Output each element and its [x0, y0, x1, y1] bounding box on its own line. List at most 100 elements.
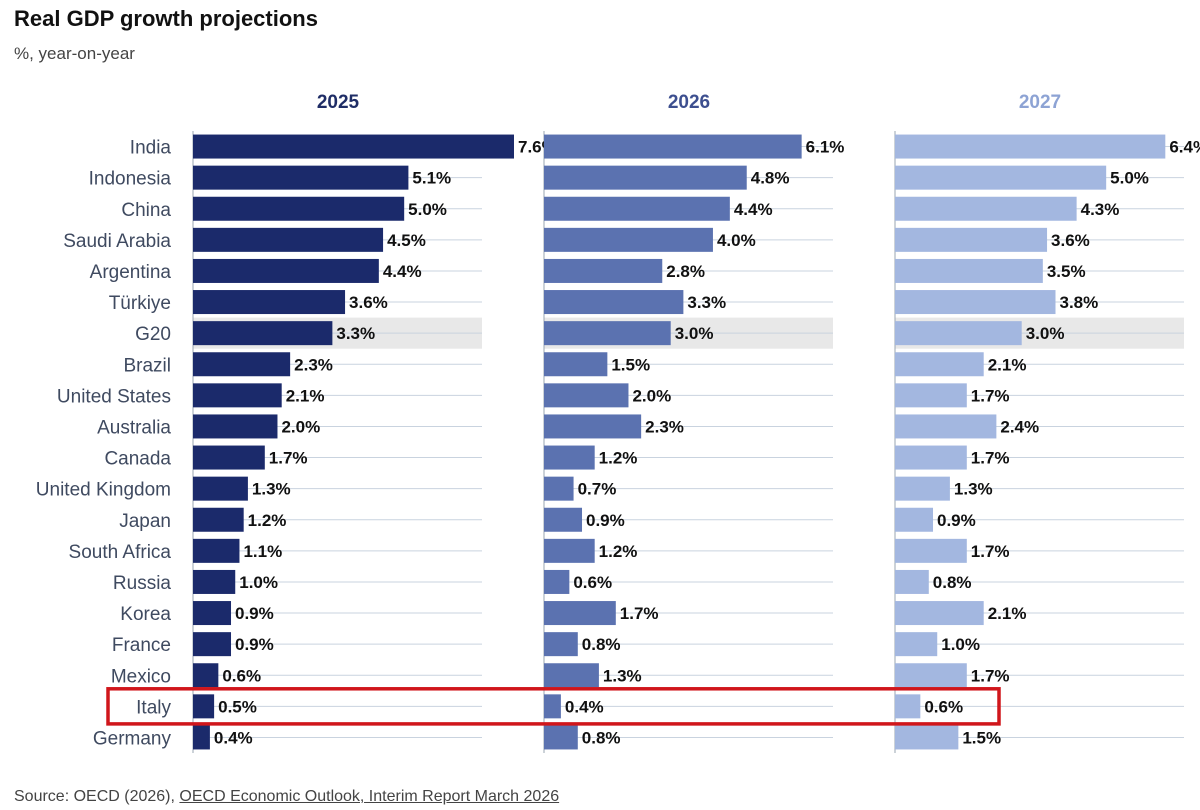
category-label: India — [130, 138, 172, 159]
bar — [544, 290, 684, 315]
value-label: 1.7% — [971, 542, 1010, 561]
category-label: Canada — [104, 449, 171, 470]
value-label: 4.0% — [717, 231, 756, 250]
value-label: 4.4% — [734, 200, 773, 219]
bar — [895, 290, 1056, 315]
value-label: 1.7% — [971, 386, 1010, 405]
value-label: 1.0% — [941, 635, 980, 654]
value-label: 2.0% — [632, 386, 671, 405]
value-label: 1.7% — [971, 449, 1010, 468]
bar — [895, 196, 1077, 221]
category-label: Italy — [136, 697, 171, 718]
value-label: 2.1% — [988, 604, 1027, 623]
value-label: 2.3% — [294, 355, 333, 374]
value-label: 3.0% — [675, 324, 714, 343]
value-label: 0.6% — [924, 697, 963, 716]
bar — [193, 601, 232, 626]
category-label: Indonesia — [89, 169, 172, 190]
value-label: 3.3% — [336, 324, 375, 343]
bar — [193, 632, 232, 657]
bar — [193, 694, 215, 719]
source-note: Source: OECD (2026), OECD Economic Outlo… — [14, 788, 559, 806]
value-label: 2.3% — [645, 417, 684, 436]
value-label: 1.2% — [599, 449, 638, 468]
value-label: 2.1% — [286, 386, 325, 405]
value-label: 3.3% — [687, 293, 726, 312]
category-label: Argentina — [90, 262, 172, 283]
bar — [544, 383, 629, 408]
bar — [895, 632, 938, 657]
bar — [895, 321, 1022, 346]
bar — [895, 507, 934, 532]
category-label: China — [121, 200, 171, 221]
bar — [895, 725, 959, 750]
chart-subtitle: %, year-on-year — [14, 44, 135, 63]
value-label: 3.0% — [1026, 324, 1065, 343]
bar — [895, 538, 967, 563]
value-label: 0.9% — [235, 604, 274, 623]
value-label: 1.5% — [611, 355, 650, 374]
bar — [544, 538, 595, 563]
value-label: 3.5% — [1047, 262, 1086, 281]
value-label: 1.7% — [269, 449, 308, 468]
value-label: 1.5% — [962, 728, 1001, 747]
series-header: 2027 — [1019, 92, 1061, 113]
category-label: Germany — [93, 728, 172, 749]
value-label: 3.6% — [349, 293, 388, 312]
value-label: 1.2% — [248, 511, 287, 530]
category-label: G20 — [135, 324, 171, 345]
bar — [544, 165, 747, 190]
bar — [895, 227, 1048, 252]
value-label: 4.3% — [1081, 200, 1120, 219]
value-label: 2.4% — [1000, 417, 1039, 436]
bar — [895, 445, 967, 470]
bar — [193, 663, 219, 688]
value-label: 0.4% — [214, 728, 253, 747]
value-label: 4.5% — [387, 231, 426, 250]
bar — [193, 258, 379, 283]
value-label: 1.3% — [252, 480, 291, 499]
value-label: 0.9% — [586, 511, 625, 530]
bar — [544, 725, 578, 750]
bar — [544, 445, 595, 470]
value-label: 2.8% — [666, 262, 705, 281]
value-label: 5.1% — [412, 169, 451, 188]
source-link[interactable]: OECD Economic Outlook, Interim Report Ma… — [179, 788, 560, 805]
bar — [193, 476, 248, 501]
value-label: 6.4% — [1169, 138, 1200, 157]
bar — [544, 258, 663, 283]
value-label: 1.7% — [620, 604, 659, 623]
value-label: 4.4% — [383, 262, 422, 281]
series-header: 2026 — [668, 92, 710, 113]
value-label: 0.8% — [933, 573, 972, 592]
bar — [895, 352, 984, 377]
bar — [544, 663, 599, 688]
bar — [193, 725, 210, 750]
value-label: 6.1% — [806, 138, 845, 157]
category-label: South Africa — [69, 542, 172, 563]
bar — [193, 569, 236, 594]
value-label: 0.9% — [937, 511, 976, 530]
bar — [193, 290, 346, 315]
value-label: 1.0% — [239, 573, 278, 592]
bar — [193, 227, 384, 252]
category-label: Korea — [120, 604, 171, 625]
bar — [544, 227, 713, 252]
highlight-box — [106, 687, 1001, 726]
bar — [895, 569, 929, 594]
value-label: 1.3% — [954, 480, 993, 499]
value-label: 0.6% — [573, 573, 612, 592]
bar — [193, 321, 333, 346]
bar — [193, 414, 278, 439]
bar — [544, 321, 671, 346]
source-prefix: Source: OECD (2026), — [14, 788, 180, 805]
bar — [895, 383, 967, 408]
category-label: Japan — [119, 511, 171, 532]
value-label: 4.8% — [751, 169, 790, 188]
value-label: 1.3% — [603, 666, 642, 685]
bar — [895, 165, 1107, 190]
bar — [544, 476, 574, 501]
bar — [544, 507, 583, 532]
bar — [544, 352, 608, 377]
value-label: 2.1% — [988, 355, 1027, 374]
